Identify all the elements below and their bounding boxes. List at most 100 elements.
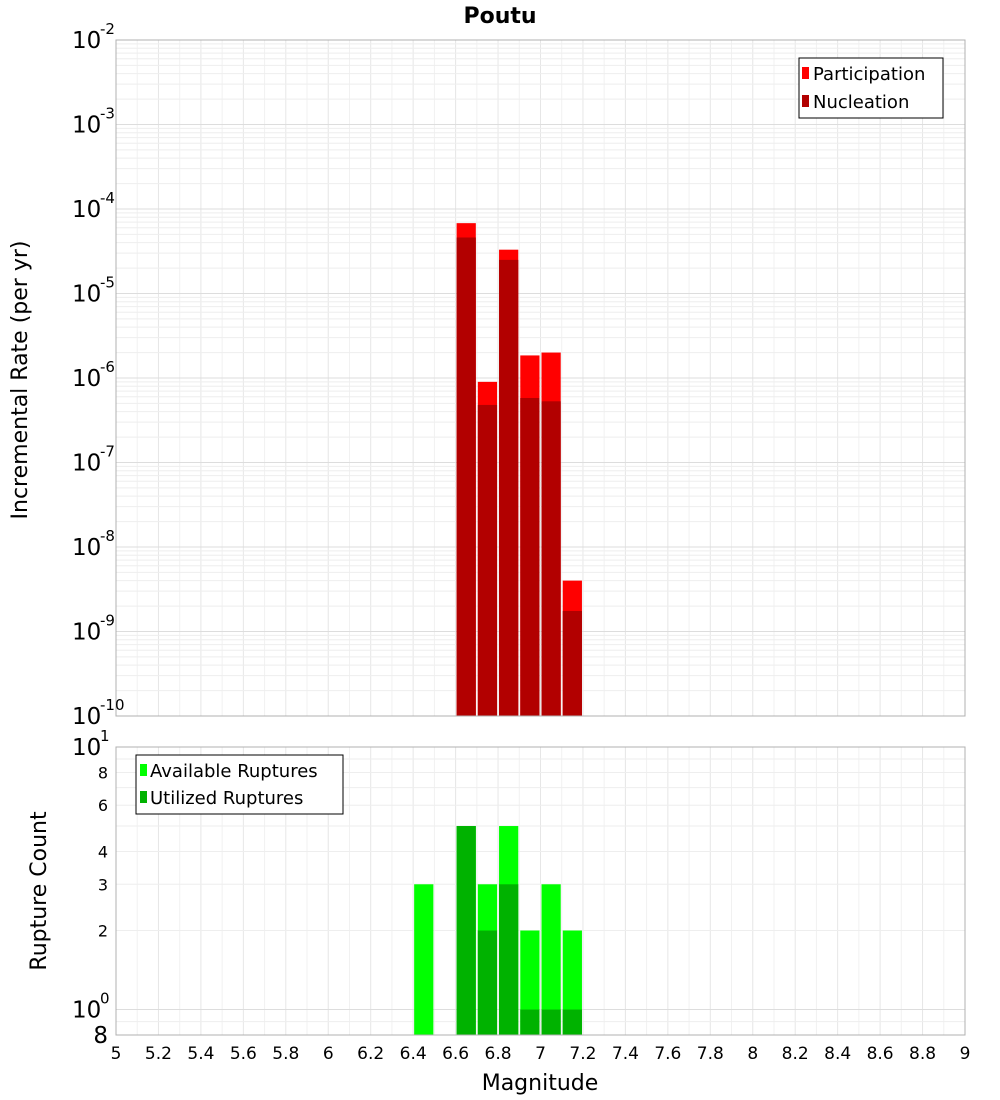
legend-swatch-available bbox=[140, 764, 147, 776]
top-y-tick-base: 10 bbox=[72, 535, 101, 561]
x-tick-label: 8.8 bbox=[909, 1044, 936, 1064]
bottom-y-tick-base: 10 bbox=[72, 735, 101, 761]
top-y-tick: 10-3 bbox=[72, 105, 115, 139]
top-nucleation-bar bbox=[562, 610, 582, 716]
chart-title: Poutu bbox=[463, 4, 536, 29]
bottom-plot-frame bbox=[115, 746, 966, 1036]
bottom-y-minor-tick-label: 8 bbox=[93, 1023, 108, 1049]
bottom-y-major-tick: 101 bbox=[72, 727, 110, 761]
top-y-tick-exponent: -10 bbox=[100, 696, 125, 714]
x-tick-label: 6 bbox=[323, 1044, 334, 1064]
top-y-tick-base: 10 bbox=[72, 366, 101, 392]
top-y-tick: 10-7 bbox=[72, 443, 115, 477]
x-tick-label: 7.4 bbox=[612, 1044, 639, 1064]
x-tick-label: 5 bbox=[111, 1044, 122, 1064]
top-y-tick: 10-6 bbox=[72, 358, 115, 392]
x-tick-labels: 5 5.2 5.4 5.6 5.8 6 6.2 6.4 6.6 6.8 7 7.2 7.4 7.6 7.8 8… bbox=[111, 1044, 971, 1064]
top-y-tick-exponent: -4 bbox=[100, 189, 115, 207]
bottom-utilized-ruptures-bar bbox=[456, 826, 476, 1035]
x-tick-label: 8 bbox=[747, 1044, 758, 1064]
top-y-tick-base: 10 bbox=[72, 451, 101, 477]
x-tick-label: 8.2 bbox=[782, 1044, 809, 1064]
bottom-y-minor-tick-label: 6 bbox=[98, 796, 108, 815]
top-y-tick-base: 10 bbox=[72, 197, 101, 223]
x-tick-label: 5.4 bbox=[187, 1044, 214, 1064]
top-y-tick-base: 10 bbox=[72, 113, 101, 139]
top-y-tick-exponent: -3 bbox=[100, 105, 115, 123]
legend-label-participation: Participation bbox=[813, 64, 925, 85]
top-plot-frame bbox=[115, 39, 966, 717]
x-tick-label: 7.2 bbox=[569, 1044, 596, 1064]
top-y-tick: 10-5 bbox=[72, 274, 115, 308]
top-y-axis-label: Incremental Rate (per yr) bbox=[8, 241, 33, 520]
legend-swatch-utilized bbox=[140, 791, 147, 803]
top-nucleation-bar bbox=[477, 404, 498, 716]
bottom-available-ruptures-bar bbox=[562, 930, 582, 1035]
bottom-available-ruptures-bar bbox=[541, 884, 561, 1035]
bottom-legend-box bbox=[135, 754, 344, 815]
top-gridlines bbox=[115, 40, 966, 717]
x-tick-label: 7.8 bbox=[697, 1044, 724, 1064]
top-y-tick-exponent: -7 bbox=[100, 443, 115, 461]
bottom-y-minor-tick-label: 8 bbox=[98, 763, 108, 782]
top-y-tick-base: 10 bbox=[72, 704, 101, 730]
bottom-y-tick-base: 10 bbox=[72, 998, 101, 1024]
bottom-y-tick-exponent: 1 bbox=[100, 727, 110, 745]
legend-swatch-participation bbox=[802, 67, 809, 79]
top-y-tick: 10-8 bbox=[72, 527, 115, 561]
bottom-utilized-ruptures-bar bbox=[499, 884, 519, 1035]
top-legend-box bbox=[798, 57, 944, 119]
x-tick-label: 5.6 bbox=[230, 1044, 257, 1064]
bottom-gridlines bbox=[115, 747, 966, 1036]
bottom-legend: Available Ruptures Utilized Ruptures bbox=[135, 754, 344, 815]
top-nucleation-bar bbox=[456, 237, 476, 717]
top-legend: Participation Nucleation bbox=[798, 57, 944, 119]
top-nucleation-bar bbox=[520, 397, 540, 716]
legend-label-utilized: Utilized Ruptures bbox=[150, 788, 303, 809]
top-y-tick-base: 10 bbox=[72, 620, 101, 646]
top-y-tick: 10-2 bbox=[72, 20, 115, 54]
top-y-tick-exponent: -5 bbox=[100, 274, 115, 292]
x-axis-label: Magnitude bbox=[482, 1071, 599, 1096]
bottom-bars bbox=[414, 826, 582, 1035]
bottom-y-minor-tick-label: 4 bbox=[98, 842, 108, 861]
x-tick-label: 9 bbox=[960, 1044, 971, 1064]
top-y-tick: 10-9 bbox=[72, 612, 115, 646]
x-tick-label: 6.8 bbox=[485, 1044, 512, 1064]
bottom-utilized-ruptures-bar bbox=[562, 1009, 582, 1035]
x-tick-label: 8.4 bbox=[824, 1044, 851, 1064]
legend-label-available: Available Ruptures bbox=[150, 761, 318, 782]
top-nucleation-bar bbox=[541, 401, 561, 716]
x-tick-label: 7.6 bbox=[654, 1044, 681, 1064]
x-tick-label: 6.4 bbox=[400, 1044, 427, 1064]
bottom-available-ruptures-bar bbox=[520, 930, 540, 1035]
top-y-tick-exponent: -2 bbox=[100, 20, 115, 38]
top-y-tick-base: 10 bbox=[72, 282, 101, 308]
x-tick-label: 7 bbox=[535, 1044, 546, 1064]
legend-swatch-nucleation bbox=[802, 95, 809, 107]
bottom-available-ruptures-bar bbox=[414, 884, 434, 1035]
top-y-tick-exponent: -8 bbox=[100, 527, 115, 545]
x-tick-label: 8.6 bbox=[867, 1044, 894, 1064]
x-tick-label: 6.6 bbox=[442, 1044, 469, 1064]
bottom-utilized-ruptures-bar bbox=[541, 1009, 561, 1035]
bottom-utilized-ruptures-bar bbox=[477, 930, 498, 1035]
top-y-tick-base: 10 bbox=[72, 28, 101, 54]
legend-label-nucleation: Nucleation bbox=[813, 92, 909, 113]
x-tick-label: 5.8 bbox=[272, 1044, 299, 1064]
bottom-y-tick-exponent: 0 bbox=[100, 990, 110, 1008]
bottom-utilized-ruptures-bar bbox=[520, 1009, 540, 1035]
top-y-tick: 10-4 bbox=[72, 189, 115, 223]
bottom-y-axis-label: Rupture Count bbox=[27, 811, 52, 971]
top-y-tick-exponent: -9 bbox=[100, 612, 115, 630]
x-tick-label: 5.2 bbox=[145, 1044, 172, 1064]
top-bars bbox=[456, 223, 582, 717]
bottom-y-minor-tick-label: 2 bbox=[98, 922, 108, 941]
bottom-y-major-tick: 100 bbox=[72, 990, 110, 1024]
top-y-tick-exponent: -6 bbox=[100, 358, 115, 376]
